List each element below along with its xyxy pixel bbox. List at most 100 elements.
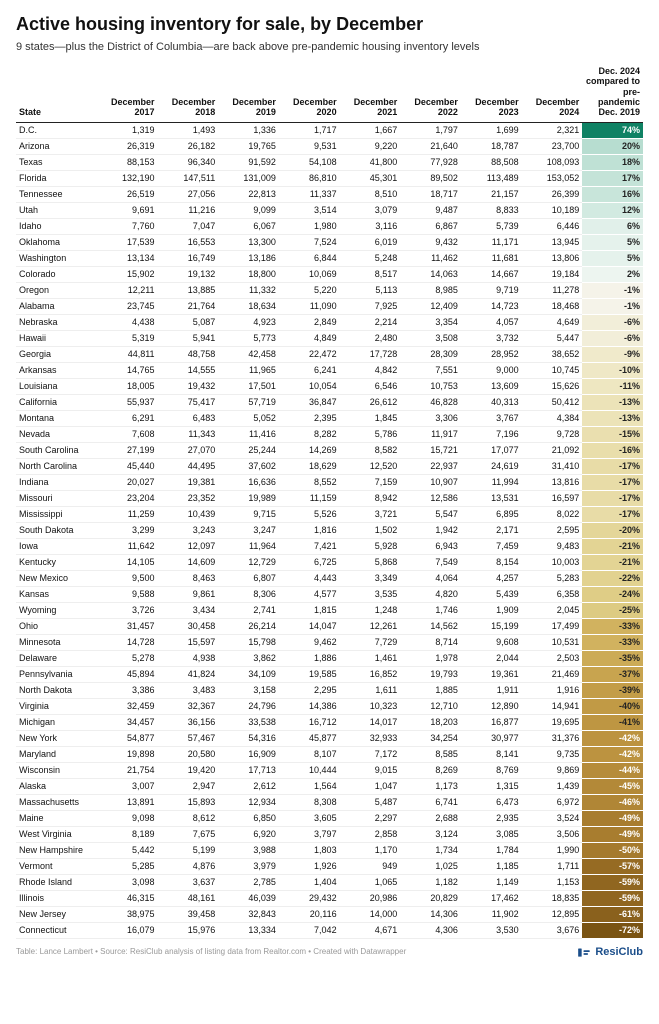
value-cell: 4,876 [158, 858, 219, 874]
value-cell: 22,472 [279, 346, 340, 362]
value-cell: 12,520 [340, 458, 401, 474]
value-cell: 132,190 [97, 170, 158, 186]
value-cell: 8,154 [461, 554, 522, 570]
value-cell: 8,585 [400, 746, 461, 762]
value-cell: 9,691 [97, 202, 158, 218]
value-cell: 20,580 [158, 746, 219, 762]
value-cell: 14,941 [522, 698, 583, 714]
value-cell: 32,367 [158, 698, 219, 714]
value-cell: 5,285 [97, 858, 158, 874]
value-cell: 4,649 [522, 314, 583, 330]
value-cell: 8,833 [461, 202, 522, 218]
value-cell: 4,842 [340, 362, 401, 378]
value-cell: 8,189 [97, 826, 158, 842]
table-row: Idaho7,7607,0476,0671,9803,1166,8675,739… [16, 218, 643, 234]
value-cell: 10,323 [340, 698, 401, 714]
value-cell: 1,717 [279, 122, 340, 138]
value-cell: 14,063 [400, 266, 461, 282]
value-cell: 20,116 [279, 906, 340, 922]
value-cell: 1,461 [340, 650, 401, 666]
state-cell: Texas [16, 154, 97, 170]
value-cell: 1,980 [279, 218, 340, 234]
value-cell: 7,551 [400, 362, 461, 378]
value-cell: 28,952 [461, 346, 522, 362]
table-row: Florida132,190147,511131,00986,81045,301… [16, 170, 643, 186]
table-row: Louisiana18,00519,43217,50110,0546,54610… [16, 378, 643, 394]
pct-change-cell: -11% [582, 378, 643, 394]
value-cell: 46,039 [218, 890, 279, 906]
value-cell: 6,741 [400, 794, 461, 810]
value-cell: 9,432 [400, 234, 461, 250]
value-cell: 18,468 [522, 298, 583, 314]
value-cell: 16,852 [340, 666, 401, 682]
state-cell: Georgia [16, 346, 97, 362]
pct-change-cell: 20% [582, 138, 643, 154]
table-row: Washington13,13416,74913,1866,8445,24811… [16, 250, 643, 266]
value-cell: 5,319 [97, 330, 158, 346]
value-cell: 55,937 [97, 394, 158, 410]
value-cell: 3,124 [400, 826, 461, 842]
pct-change-cell: 2% [582, 266, 643, 282]
value-cell: 6,446 [522, 218, 583, 234]
value-cell: 12,934 [218, 794, 279, 810]
value-cell: 14,723 [461, 298, 522, 314]
value-cell: 1,699 [461, 122, 522, 138]
value-cell: 14,667 [461, 266, 522, 282]
value-cell: 3,306 [400, 410, 461, 426]
table-row: Georgia44,81148,75842,45822,47217,72828,… [16, 346, 643, 362]
value-cell: 14,562 [400, 618, 461, 634]
pct-change-cell: 5% [582, 234, 643, 250]
value-cell: 19,695 [522, 714, 583, 730]
table-row: Montana6,2916,4835,0522,3951,8453,3063,7… [16, 410, 643, 426]
table-row: Vermont5,2854,8763,9791,9269491,0251,185… [16, 858, 643, 874]
pct-change-cell: -37% [582, 666, 643, 682]
pct-change-cell: 12% [582, 202, 643, 218]
value-cell: 9,735 [522, 746, 583, 762]
col-state: State [16, 64, 97, 122]
value-cell: 39,458 [158, 906, 219, 922]
value-cell: 44,495 [158, 458, 219, 474]
value-cell: 7,760 [97, 218, 158, 234]
value-cell: 9,099 [218, 202, 279, 218]
pct-change-cell: -17% [582, 474, 643, 490]
value-cell: 8,769 [461, 762, 522, 778]
table-row: Maryland19,89820,58016,9098,1077,1728,58… [16, 746, 643, 762]
table-row: New York54,87757,46754,31645,87732,93334… [16, 730, 643, 746]
table-row: Iowa11,64212,09711,9647,4215,9286,9437,4… [16, 538, 643, 554]
pct-change-cell: -40% [582, 698, 643, 714]
value-cell: 1,336 [218, 122, 279, 138]
pct-change-cell: -59% [582, 890, 643, 906]
value-cell: 12,895 [522, 906, 583, 922]
value-cell: 2,595 [522, 522, 583, 538]
value-cell: 1,182 [400, 874, 461, 890]
value-cell: 1,926 [279, 858, 340, 874]
value-cell: 26,612 [340, 394, 401, 410]
table-row: North Carolina45,44044,49537,60218,62912… [16, 458, 643, 474]
pct-change-cell: 17% [582, 170, 643, 186]
table-row: Rhode Island3,0983,6372,7851,4041,0651,1… [16, 874, 643, 890]
pct-change-cell: -6% [582, 314, 643, 330]
value-cell: 14,047 [279, 618, 340, 634]
value-cell: 15,902 [97, 266, 158, 282]
value-cell: 5,547 [400, 506, 461, 522]
pct-change-cell: -61% [582, 906, 643, 922]
value-cell: 19,765 [218, 138, 279, 154]
value-cell: 11,965 [218, 362, 279, 378]
value-cell: 3,243 [158, 522, 219, 538]
pct-change-cell: -21% [582, 554, 643, 570]
col-year: December2024 [522, 64, 583, 122]
value-cell: 9,220 [340, 138, 401, 154]
value-cell: 36,156 [158, 714, 219, 730]
value-cell: 1,153 [522, 874, 583, 890]
value-cell: 7,729 [340, 634, 401, 650]
table-row: Nebraska4,4385,0874,9232,8492,2143,3544,… [16, 314, 643, 330]
value-cell: 1,746 [400, 602, 461, 618]
table-row: South Dakota3,2993,2433,2471,8161,5021,9… [16, 522, 643, 538]
value-cell: 9,483 [522, 538, 583, 554]
table-row: Oregon12,21113,88511,3325,2205,1138,9859… [16, 282, 643, 298]
table-row: Nevada7,60811,34311,4168,2825,78611,9177… [16, 426, 643, 442]
value-cell: 31,410 [522, 458, 583, 474]
value-cell: 1,611 [340, 682, 401, 698]
value-cell: 28,309 [400, 346, 461, 362]
value-cell: 26,182 [158, 138, 219, 154]
